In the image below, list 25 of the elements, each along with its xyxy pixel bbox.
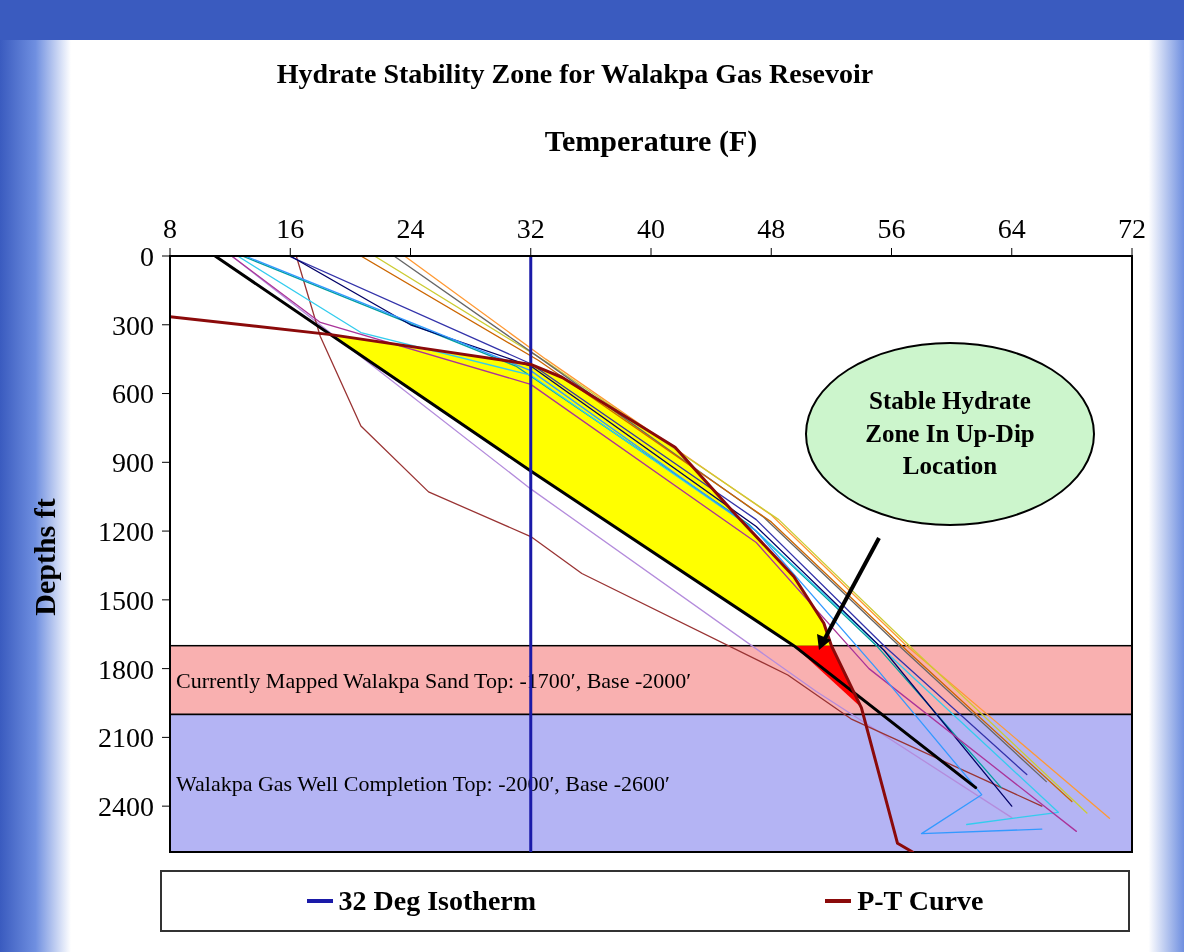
- legend-label: P-T Curve: [857, 885, 984, 917]
- y-tick-label: 1500: [98, 584, 154, 616]
- x-tick-label: 16: [276, 213, 305, 244]
- y-tick-label: 2100: [98, 722, 154, 754]
- x-tick-label: 40: [637, 213, 665, 244]
- x-tick-label: 64: [997, 213, 1026, 244]
- x-tick-label: 32: [516, 213, 545, 244]
- x-tick-label: 8: [163, 213, 177, 244]
- y-tick-label: 900: [112, 447, 154, 479]
- legend-label: 32 Deg Isotherm: [338, 885, 537, 917]
- chart-title: Hydrate Stability Zone for Walakpa Gas Resevoir: [275, 58, 875, 90]
- ellipse-callout: Stable Hydrate Zone In Up-Dip Location: [805, 342, 1095, 526]
- y-tick-label: 300: [112, 309, 154, 341]
- x-tick-label: 24: [396, 213, 425, 244]
- x-tick-label: 72: [1118, 213, 1146, 244]
- x-tick-label: 56: [877, 213, 906, 244]
- x-tick-label: 48: [757, 213, 786, 244]
- x-axis-title: Temperature (F): [543, 124, 759, 158]
- y-tick-label: 1800: [98, 653, 154, 685]
- y-tick-label: 600: [112, 378, 154, 410]
- y-tick-label: 2400: [98, 791, 154, 823]
- annotation: Stable Hydrate Zone In Up-Dip Location: [864, 386, 1036, 482]
- y-tick-label: 0: [140, 240, 154, 272]
- y-tick-label: 1200: [98, 516, 154, 548]
- y-axis-title: Depths ft: [28, 497, 62, 618]
